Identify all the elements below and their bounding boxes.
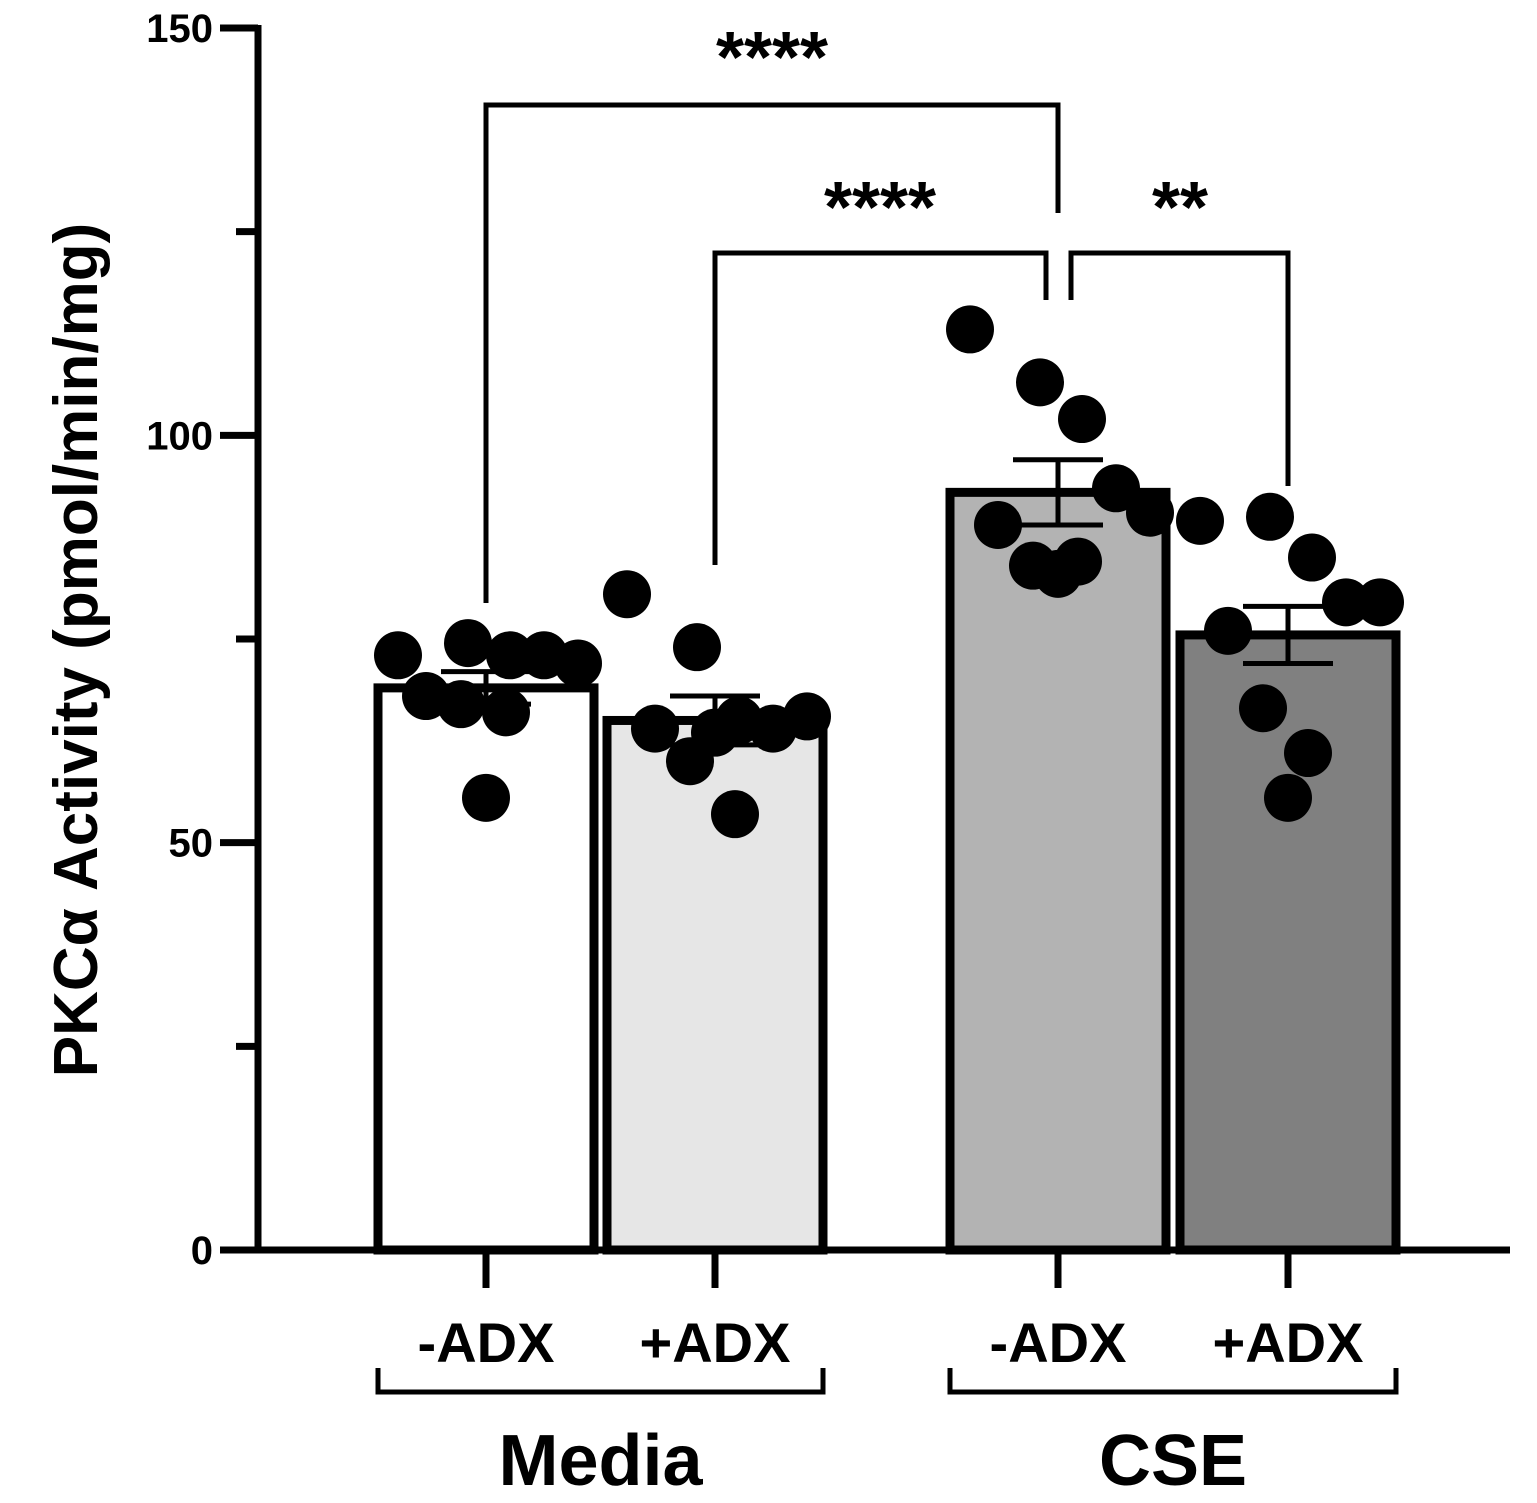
data-point — [1176, 496, 1224, 545]
significance-bracket — [1068, 250, 1291, 486]
data-point — [673, 623, 721, 672]
data-point — [1264, 773, 1312, 822]
bar — [945, 487, 1171, 1255]
x-tick-label: +ADX — [1213, 1311, 1364, 1374]
x-tick-label: -ADX — [418, 1311, 555, 1374]
data-point — [1204, 606, 1252, 655]
bar — [373, 683, 599, 1255]
significance-layer — [375, 102, 1399, 1395]
y-tick-label: 150 — [146, 7, 213, 51]
y-tick-label: 50 — [169, 822, 214, 866]
data-point — [631, 704, 679, 753]
y-axis-title: PKCα Activity (pmol/min/mg) — [42, 223, 111, 1078]
data-point — [444, 619, 492, 668]
data-point — [374, 631, 422, 680]
data-point — [711, 790, 759, 839]
x-tick-label: +ADX — [640, 1311, 791, 1374]
data-point — [783, 692, 831, 741]
data-point — [554, 639, 602, 688]
bar — [602, 715, 828, 1255]
group-bracket — [947, 1368, 1399, 1395]
error-bars-layer — [441, 457, 1333, 748]
data-point — [1246, 492, 1294, 541]
axes-layer — [220, 24, 1510, 1288]
data-point — [486, 631, 534, 680]
bar — [1175, 630, 1401, 1255]
data-point — [1356, 578, 1404, 627]
significance-bracket — [483, 102, 1061, 603]
data-point — [1016, 358, 1064, 407]
y-tick-label: 100 — [146, 414, 213, 458]
data-point — [1058, 395, 1106, 444]
significance-label: ** — [1152, 168, 1208, 248]
data-point — [1092, 464, 1140, 513]
group-bracket — [375, 1368, 826, 1395]
y-tick-label: 0 — [191, 1229, 213, 1273]
x-tick-label: -ADX — [990, 1311, 1127, 1374]
data-point — [462, 773, 510, 822]
data-point — [974, 500, 1022, 549]
data-point — [1126, 488, 1174, 537]
group-label: Media — [498, 1421, 703, 1501]
data-point — [1239, 684, 1287, 733]
data-point — [1322, 578, 1370, 627]
data-point — [603, 570, 651, 619]
significance-bracket — [712, 250, 1049, 565]
data-point — [1034, 549, 1082, 598]
significance-label: **** — [716, 18, 828, 98]
data-point — [1288, 533, 1336, 582]
data-point — [946, 305, 994, 354]
data-point — [482, 688, 530, 737]
significance-label: **** — [824, 168, 936, 248]
group-label: CSE — [1099, 1421, 1247, 1501]
data-point — [1284, 729, 1332, 778]
